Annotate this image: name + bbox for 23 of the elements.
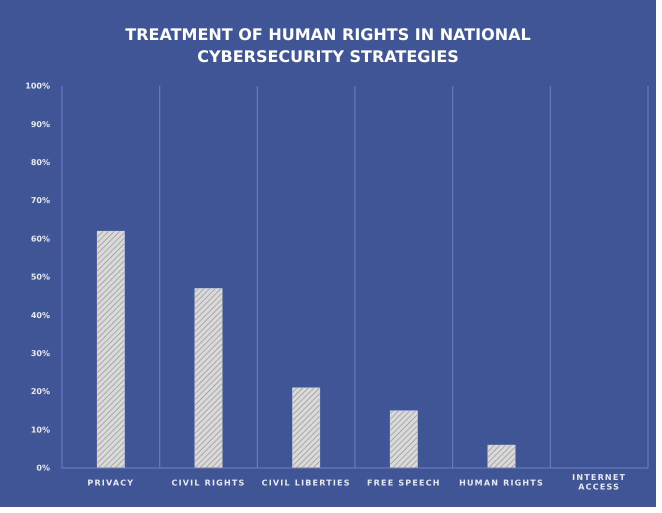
x-tick-label: PRIVACY: [87, 478, 134, 488]
y-tick-label: 50%: [30, 272, 50, 282]
x-tick-label: FREE SPEECH: [366, 478, 441, 488]
y-tick-label: 100%: [25, 82, 50, 91]
y-tick-label: 30%: [30, 348, 50, 358]
bar: [194, 288, 222, 468]
bar: [390, 410, 418, 468]
x-tick-label: INTERNET ACCESS: [572, 473, 626, 492]
y-tick-label: 10%: [30, 425, 50, 434]
y-tick-label: 60%: [30, 234, 50, 244]
bar: [292, 388, 320, 468]
y-tick-label: 40%: [30, 310, 50, 320]
x-tick-label: HUMAN RIGHTS: [459, 478, 544, 488]
x-tick-label: CIVIL LIBERTIES: [262, 478, 351, 488]
bar: [488, 444, 516, 468]
y-tick-label: 20%: [30, 387, 50, 396]
x-tick-label: CIVIL RIGHTS: [172, 478, 246, 488]
y-tick-label: 70%: [30, 196, 50, 206]
chart-title: TREATMENT OF HUMAN RIGHTS IN NATIONAL CYBERSECURITY STRATEGIES: [125, 25, 531, 66]
y-tick-label: 90%: [30, 120, 50, 129]
bar: [96, 230, 125, 468]
y-tick-label: 0%: [36, 464, 50, 473]
y-tick-label: 80%: [30, 158, 50, 167]
